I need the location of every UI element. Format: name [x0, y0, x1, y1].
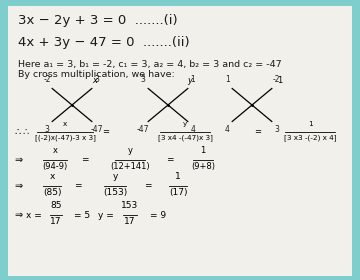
- Text: (153): (153): [103, 188, 127, 197]
- Text: (17): (17): [169, 188, 187, 197]
- Text: y: y: [112, 172, 118, 181]
- Text: =: =: [144, 181, 152, 190]
- Text: (94-9): (94-9): [42, 162, 68, 171]
- Text: x: x: [63, 121, 67, 127]
- Text: -47: -47: [137, 125, 149, 134]
- Text: 3: 3: [45, 125, 50, 134]
- Text: 3: 3: [94, 76, 99, 85]
- Text: 153: 153: [121, 201, 139, 210]
- Text: 1: 1: [225, 76, 230, 85]
- Text: 1: 1: [175, 172, 181, 181]
- Text: =: =: [81, 155, 89, 165]
- Text: =: =: [166, 155, 174, 165]
- Text: -2: -2: [273, 76, 280, 85]
- Text: [3 x4 -(-47)x 3]: [3 x4 -(-47)x 3]: [158, 134, 212, 141]
- Text: 17: 17: [50, 217, 62, 226]
- Text: -2: -2: [44, 76, 51, 85]
- Text: (9+8): (9+8): [191, 162, 215, 171]
- Text: 3: 3: [274, 125, 279, 134]
- Text: x: x: [49, 172, 55, 181]
- Text: ∴: ∴: [14, 127, 20, 137]
- Text: =: =: [74, 181, 82, 190]
- Text: ∴: ∴: [22, 127, 28, 137]
- Text: x =: x =: [26, 211, 42, 220]
- Text: 1: 1: [277, 76, 283, 85]
- Text: x: x: [93, 76, 98, 85]
- Text: 1: 1: [308, 121, 312, 127]
- Text: By cross multiplication, we have:: By cross multiplication, we have:: [18, 70, 175, 79]
- Text: 1: 1: [201, 146, 206, 155]
- Text: (85): (85): [43, 188, 61, 197]
- Text: [(-2)x(-47)-3 x 3]: [(-2)x(-47)-3 x 3]: [35, 134, 95, 141]
- Text: 3x − 2y + 3 = 0  .......(i): 3x − 2y + 3 = 0 .......(i): [18, 14, 177, 27]
- Text: y: y: [188, 76, 193, 85]
- Text: 4x + 3y − 47 = 0  .......(ii): 4x + 3y − 47 = 0 .......(ii): [18, 36, 190, 49]
- Text: ⇒: ⇒: [14, 181, 22, 191]
- Text: 17: 17: [124, 217, 136, 226]
- Text: y: y: [127, 146, 132, 155]
- Text: Here a₁ = 3, b₁ = -2, c₁ = 3, a₂ = 4, b₂ = 3 and c₂ = -47: Here a₁ = 3, b₁ = -2, c₁ = 3, a₂ = 4, b₂…: [18, 60, 282, 69]
- Text: (12+141): (12+141): [110, 162, 150, 171]
- Text: y: y: [183, 121, 187, 127]
- Text: =: =: [255, 127, 261, 137]
- Text: = 9: = 9: [150, 211, 166, 220]
- Text: 4: 4: [190, 125, 195, 134]
- Text: ⇒: ⇒: [14, 210, 22, 220]
- Text: [3 x3 -(-2) x 4]: [3 x3 -(-2) x 4]: [284, 134, 336, 141]
- Text: 85: 85: [50, 201, 62, 210]
- Text: x: x: [53, 146, 58, 155]
- Text: 4: 4: [225, 125, 230, 134]
- Text: 1: 1: [190, 76, 195, 85]
- Text: 3: 3: [141, 76, 146, 85]
- Text: =: =: [103, 127, 109, 137]
- Text: = 5: = 5: [74, 211, 90, 220]
- Text: -47: -47: [91, 125, 103, 134]
- Text: y =: y =: [98, 211, 114, 220]
- Text: ⇒: ⇒: [14, 155, 22, 165]
